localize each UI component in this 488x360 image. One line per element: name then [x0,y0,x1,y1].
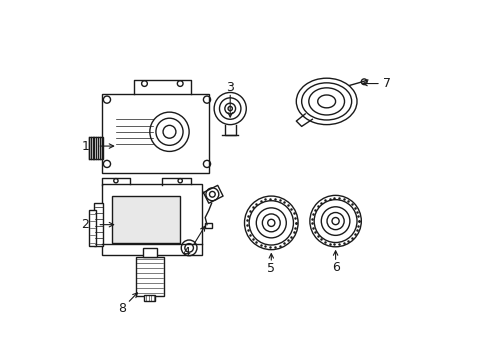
Text: 2: 2 [81,218,89,231]
Bar [112,196,180,243]
Bar [102,184,201,255]
Bar [89,137,103,158]
Text: 4: 4 [183,246,190,259]
Bar [205,223,212,228]
Bar [144,295,155,301]
Text: 1: 1 [81,140,89,153]
Text: 5: 5 [267,262,275,275]
Text: 3: 3 [226,81,234,94]
Text: 6: 6 [331,261,339,274]
Bar [102,94,208,173]
Text: 7: 7 [383,77,390,90]
Bar [89,210,95,246]
Text: 8: 8 [118,302,126,315]
Bar [135,257,164,296]
Bar [94,203,103,246]
Bar [142,248,157,257]
